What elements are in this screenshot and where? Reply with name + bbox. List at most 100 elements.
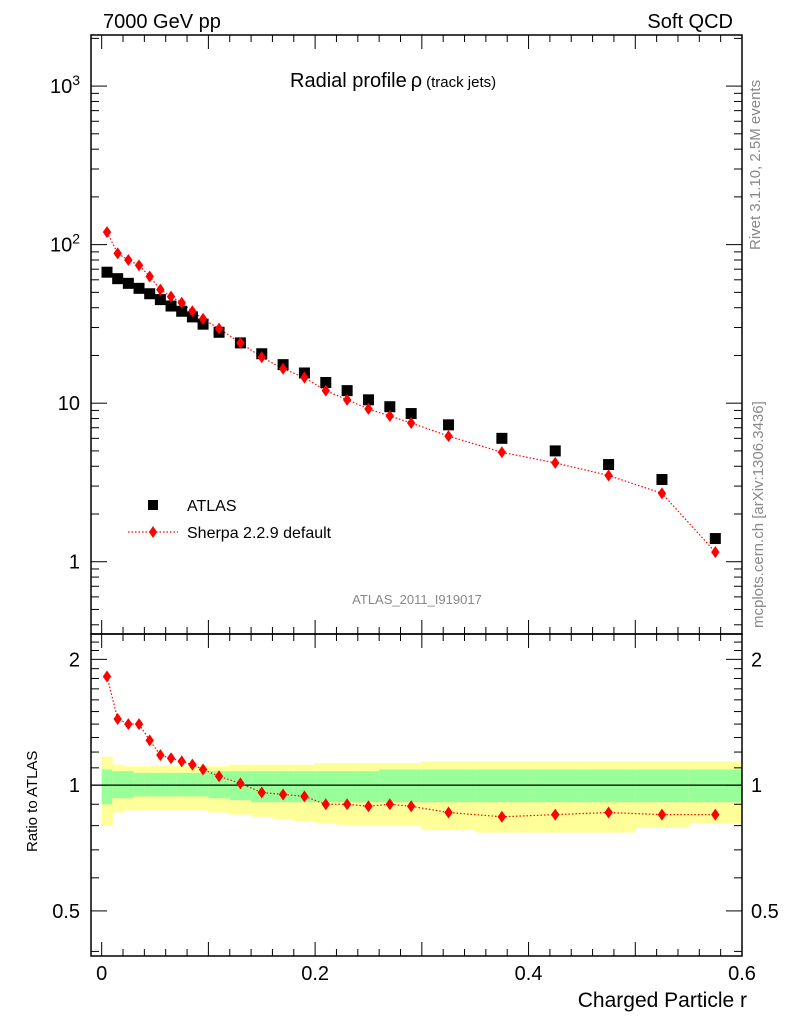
band-inner-segment <box>528 769 583 803</box>
sherpa-ratio-point <box>321 798 330 811</box>
band-inner-segment <box>315 771 337 803</box>
sherpa-ratio-point <box>444 806 453 819</box>
band-inner-segment <box>379 769 401 803</box>
sherpa-point <box>657 487 667 500</box>
sherpa-point <box>385 410 395 423</box>
sherpa-point <box>497 446 507 459</box>
legend-label-atlas: ATLAS <box>187 498 237 515</box>
sherpa-ratio-point <box>124 718 133 731</box>
sherpa-point <box>124 253 133 266</box>
atlas-point <box>549 445 561 457</box>
sherpa-ratio-point <box>300 790 309 803</box>
sherpa-ratio-point <box>156 749 165 762</box>
sherpa-ratio-point <box>236 777 245 790</box>
atlas-point <box>176 305 188 317</box>
legend-marker-atlas <box>148 500 158 510</box>
sherpa-point <box>406 416 416 429</box>
sherpa-point <box>102 226 112 239</box>
sherpa-ratio-point <box>497 810 507 823</box>
atlas-point <box>656 474 668 486</box>
legend-label-sherpa: Sherpa 2.2.9 default <box>187 525 332 542</box>
main-y-tick-label: 10 <box>58 393 80 415</box>
sherpa-ratio-point <box>257 786 266 799</box>
sherpa-point <box>156 283 165 296</box>
sherpa-point <box>551 456 560 469</box>
band-inner-segment <box>688 769 743 803</box>
atlas-point <box>709 533 721 545</box>
main-title-symbol: ρ <box>411 70 422 92</box>
sherpa-point <box>711 546 720 559</box>
ratio-y-tick-label-left: 1 <box>69 775 80 797</box>
ratio-y-axis-label: Ratio to ATLAS <box>24 751 41 852</box>
sherpa-ratio-point <box>711 808 720 821</box>
sherpa-point <box>134 259 144 272</box>
band-inner-segment <box>251 771 273 803</box>
x-axis-label: Charged Particle r <box>578 989 747 1012</box>
sherpa-point <box>113 247 122 260</box>
x-tick-label: 0 <box>96 963 107 985</box>
band-inner-segment <box>421 769 476 803</box>
sherpa-point <box>177 296 186 309</box>
sherpa-point <box>236 336 245 349</box>
sherpa-ratio-point <box>364 800 373 813</box>
plot-frames <box>90 34 743 957</box>
ratio-y-tick-label-right: 1 <box>751 775 762 797</box>
ratio-y-tick-label-left: 0.5 <box>52 901 80 923</box>
sherpa-ratio-point <box>342 798 352 811</box>
ratio-y-tick-label-left: 2 <box>69 649 80 671</box>
ratio-uncertainty-bands <box>101 756 743 833</box>
sherpa-ratio-point <box>102 670 112 683</box>
sherpa-ratio-point <box>278 788 288 801</box>
atlas-point <box>496 432 508 444</box>
band-inner-segment <box>475 769 530 803</box>
main-y-tick-label: 1 <box>69 552 80 574</box>
sherpa-ratio-point <box>657 808 667 821</box>
sherpa-point <box>604 469 613 482</box>
ratio-y-tick-label-right: 2 <box>751 649 762 671</box>
data-markers <box>101 226 721 823</box>
analysis-id-label: ATLAS_2011_I919017 <box>352 592 482 607</box>
sherpa-ratio-point <box>145 734 154 747</box>
atlas-point <box>384 401 396 413</box>
sherpa-point <box>257 351 266 364</box>
x-tick-label: 0.4 <box>515 963 543 985</box>
band-inner-segment <box>581 769 636 803</box>
band-inner-segment <box>357 771 380 803</box>
header-left: 7000 GeV pp <box>103 11 221 33</box>
axis-tick-labels: 0 0.2 0.4 0.6 1 10 102 103 0.5 0.5 1 1 2 2 <box>50 72 779 985</box>
band-inner-segment <box>336 771 359 803</box>
atlas-point <box>165 300 177 312</box>
sherpa-ratio-point <box>551 808 560 821</box>
sherpa-ratio-point <box>214 770 224 783</box>
x-tick-label: 0.2 <box>301 963 329 985</box>
ratio-plot-frame <box>90 633 743 957</box>
sherpa-point <box>321 384 330 397</box>
main-title: Radial profile ρ (track jets) <box>290 70 496 92</box>
band-inner-segment <box>293 771 316 803</box>
atlas-point <box>362 394 374 406</box>
sherpa-ratio-point <box>134 718 144 731</box>
sherpa-ratio-point <box>604 806 613 819</box>
sherpa-ratio-point <box>177 755 186 768</box>
atlas-point <box>133 282 145 294</box>
main-plot-frame <box>90 34 743 635</box>
sherpa-point <box>300 371 309 384</box>
atlas-point <box>154 294 166 306</box>
sherpa-ratio-point <box>385 798 395 811</box>
main-title-text: Radial profile <box>290 70 407 92</box>
sherpa-point <box>364 402 373 415</box>
sherpa-ratio-point <box>406 800 416 813</box>
band-inner-segment <box>400 769 423 803</box>
sherpa-point <box>214 322 224 335</box>
band-inner-segment <box>101 769 113 805</box>
main-title-suffix: (track jets) <box>426 74 496 91</box>
atlas-point <box>341 385 353 397</box>
sherpa-point <box>198 312 208 325</box>
x-tick-label: 0.6 <box>728 963 756 985</box>
main-y-tick-label: 103 <box>50 72 80 98</box>
atlas-point <box>101 266 113 278</box>
sherpa-point <box>145 270 154 283</box>
sherpa-ratio-point <box>113 712 122 725</box>
sherpa-point <box>342 393 352 406</box>
